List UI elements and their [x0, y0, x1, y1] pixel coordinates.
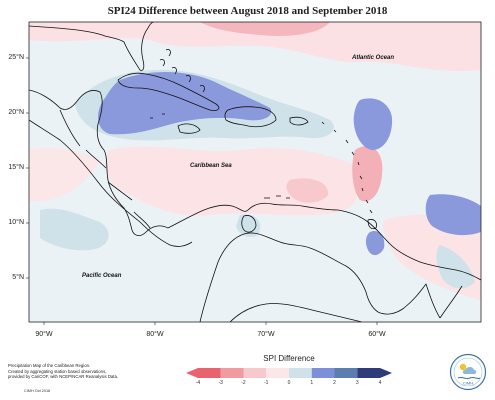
pink-north-core	[200, 22, 330, 36]
legend-tick-label: -4	[195, 380, 201, 386]
cimh-logo: CIMH	[449, 353, 487, 391]
y-tick-label: 25°N	[8, 54, 24, 61]
legend-swatch	[198, 368, 221, 378]
pacific-ocean-label: Pacific Ocean	[82, 273, 122, 279]
legend-swatch	[243, 368, 267, 378]
footer-line: Precipitation Map of the Caribbean Regio…	[8, 363, 91, 368]
legend-tick-label: -2	[241, 380, 246, 386]
legend-arrow-high	[380, 368, 392, 378]
map-border	[28, 21, 482, 323]
pacific-coast	[29, 119, 193, 247]
cuba	[117, 72, 220, 111]
legend-title: SPI Difference	[263, 354, 315, 363]
cayman-islands	[150, 113, 165, 119]
lake-maracaibo	[241, 215, 257, 233]
legend-swatch	[289, 368, 312, 378]
pink-caribbean-core	[286, 178, 329, 203]
south-america-north-coast	[167, 202, 481, 281]
border-venezuela-guyana	[345, 265, 405, 315]
axis-ticks	[26, 57, 378, 325]
pink-lesser-antilles	[352, 146, 383, 202]
footer-line: Created by aggregating station based obs…	[8, 368, 107, 374]
florida-coast	[29, 22, 155, 71]
border-colombia-venezuela	[199, 232, 347, 322]
border-nicaragua	[107, 181, 133, 201]
legend-arrow-low	[186, 368, 198, 378]
abc-islands	[264, 195, 290, 199]
map-title: SPI24 Difference between August 2018 and…	[107, 5, 388, 17]
x-tick-label: 60°W	[368, 331, 386, 338]
lesser-antilles	[321, 121, 373, 214]
map-frame	[29, 22, 481, 322]
x-tick-label: 70°W	[257, 331, 275, 338]
y-tick-label: 10°N	[8, 219, 24, 226]
pink-north-band	[29, 22, 481, 72]
blue-far-east	[425, 194, 481, 236]
legend-swatch	[334, 368, 358, 378]
border-suriname-guiana	[439, 285, 463, 319]
border-mexico-guatemala	[59, 109, 81, 147]
logo-text: CIMH	[463, 381, 473, 386]
legend-colorbar	[186, 368, 392, 378]
blue-east-antilles	[353, 98, 393, 150]
legend-tick-label: 0	[287, 380, 291, 386]
legend-tick-label: -3	[218, 380, 223, 386]
trinidad	[367, 219, 377, 230]
puerto-rico	[289, 116, 309, 126]
y-tick-label: 20°N	[8, 109, 24, 116]
bahamas	[159, 49, 205, 93]
caribbean-coast-central-america	[29, 89, 169, 236]
border-costa-rica	[133, 211, 151, 229]
border-honduras	[85, 149, 107, 169]
legend-tick-label: -1	[264, 380, 269, 386]
legend-swatch	[266, 368, 289, 378]
legend-swatch	[311, 368, 335, 378]
legend-swatch	[357, 368, 380, 378]
x-tick-label: 80°W	[146, 331, 164, 338]
atlantic-ocean-label: Atlantic Ocean	[352, 55, 395, 61]
legend-swatch	[220, 368, 244, 378]
legend-tick-label: 2	[333, 380, 336, 386]
blue-guyana	[365, 230, 385, 256]
y-tick-label: 5°N	[12, 274, 24, 281]
x-tick-label: 90°W	[35, 331, 53, 338]
border-guyana-suriname	[403, 283, 441, 319]
caribbean-sea-label: Caribbean Sea	[190, 163, 232, 169]
blue-greater-antilles	[98, 71, 272, 135]
pink-west	[29, 148, 100, 202]
legend-tick-label: 1	[310, 380, 314, 386]
blue-central-america	[40, 208, 109, 251]
jamaica	[177, 123, 201, 134]
legend-tick-label: 4	[378, 380, 382, 386]
footer-line: provided by CariCOF, with NCEP/NCAR Rean…	[8, 374, 119, 379]
legend-tick-label: 3	[355, 380, 359, 386]
blue-south-east	[436, 245, 475, 289]
hispaniola	[224, 106, 277, 128]
border-colombia-south	[229, 303, 363, 322]
credit-text: CIMH Oct 2018	[24, 389, 51, 393]
y-tick-label: 15°N	[8, 164, 24, 171]
